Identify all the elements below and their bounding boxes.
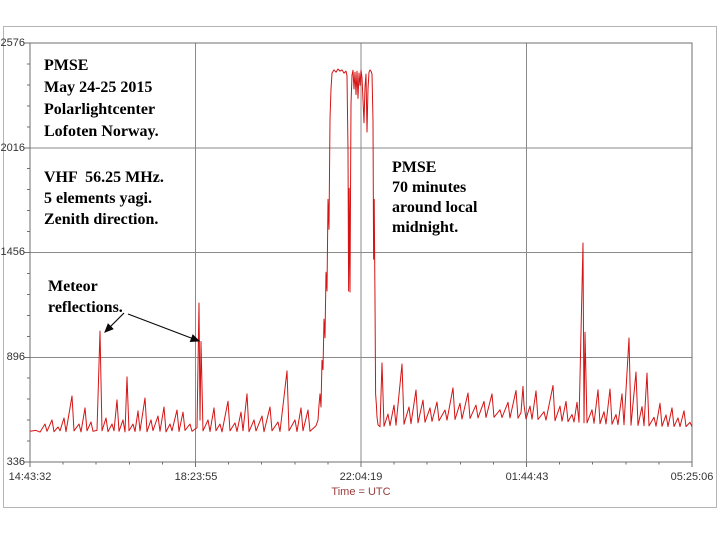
y-tick-label: 896	[6, 351, 25, 363]
annotation-equipment: VHF 56.25 MHz. 5 elements yagi. Zenith d…	[44, 169, 164, 228]
y-tick-label: 2016	[0, 142, 25, 154]
signal-trace	[29, 68, 693, 433]
y-tick-label: 2576	[0, 37, 25, 49]
x-tick-label: 14:43:32	[8, 471, 52, 483]
x-axis-title: Time = UTC	[331, 486, 391, 498]
gridlines	[30, 43, 692, 462]
chart-outer-frame	[3, 26, 717, 508]
y-tick-label: 1456	[0, 246, 25, 258]
annotation-pmse-event: PMSE 70 minutes around local midnight.	[392, 159, 478, 236]
x-tick-label: 05:25:06	[670, 471, 714, 483]
meteor-arrow-right	[127, 313, 201, 342]
x-tick-label: 18:23:55	[174, 471, 218, 483]
plot-frame	[29, 42, 693, 463]
annotation-station: PMSE May 24-25 2015 Polarlightcenter Lof…	[44, 57, 159, 140]
meteor-annotation-arrows	[104, 312, 201, 342]
x-tick-label: 22:04:19	[339, 471, 383, 483]
x-tick-label: 01:44:43	[505, 471, 549, 483]
meteor-arrow-left	[104, 312, 125, 333]
annotation-meteor: Meteor reflections.	[48, 278, 123, 316]
y-tick-label: 336	[6, 456, 25, 468]
